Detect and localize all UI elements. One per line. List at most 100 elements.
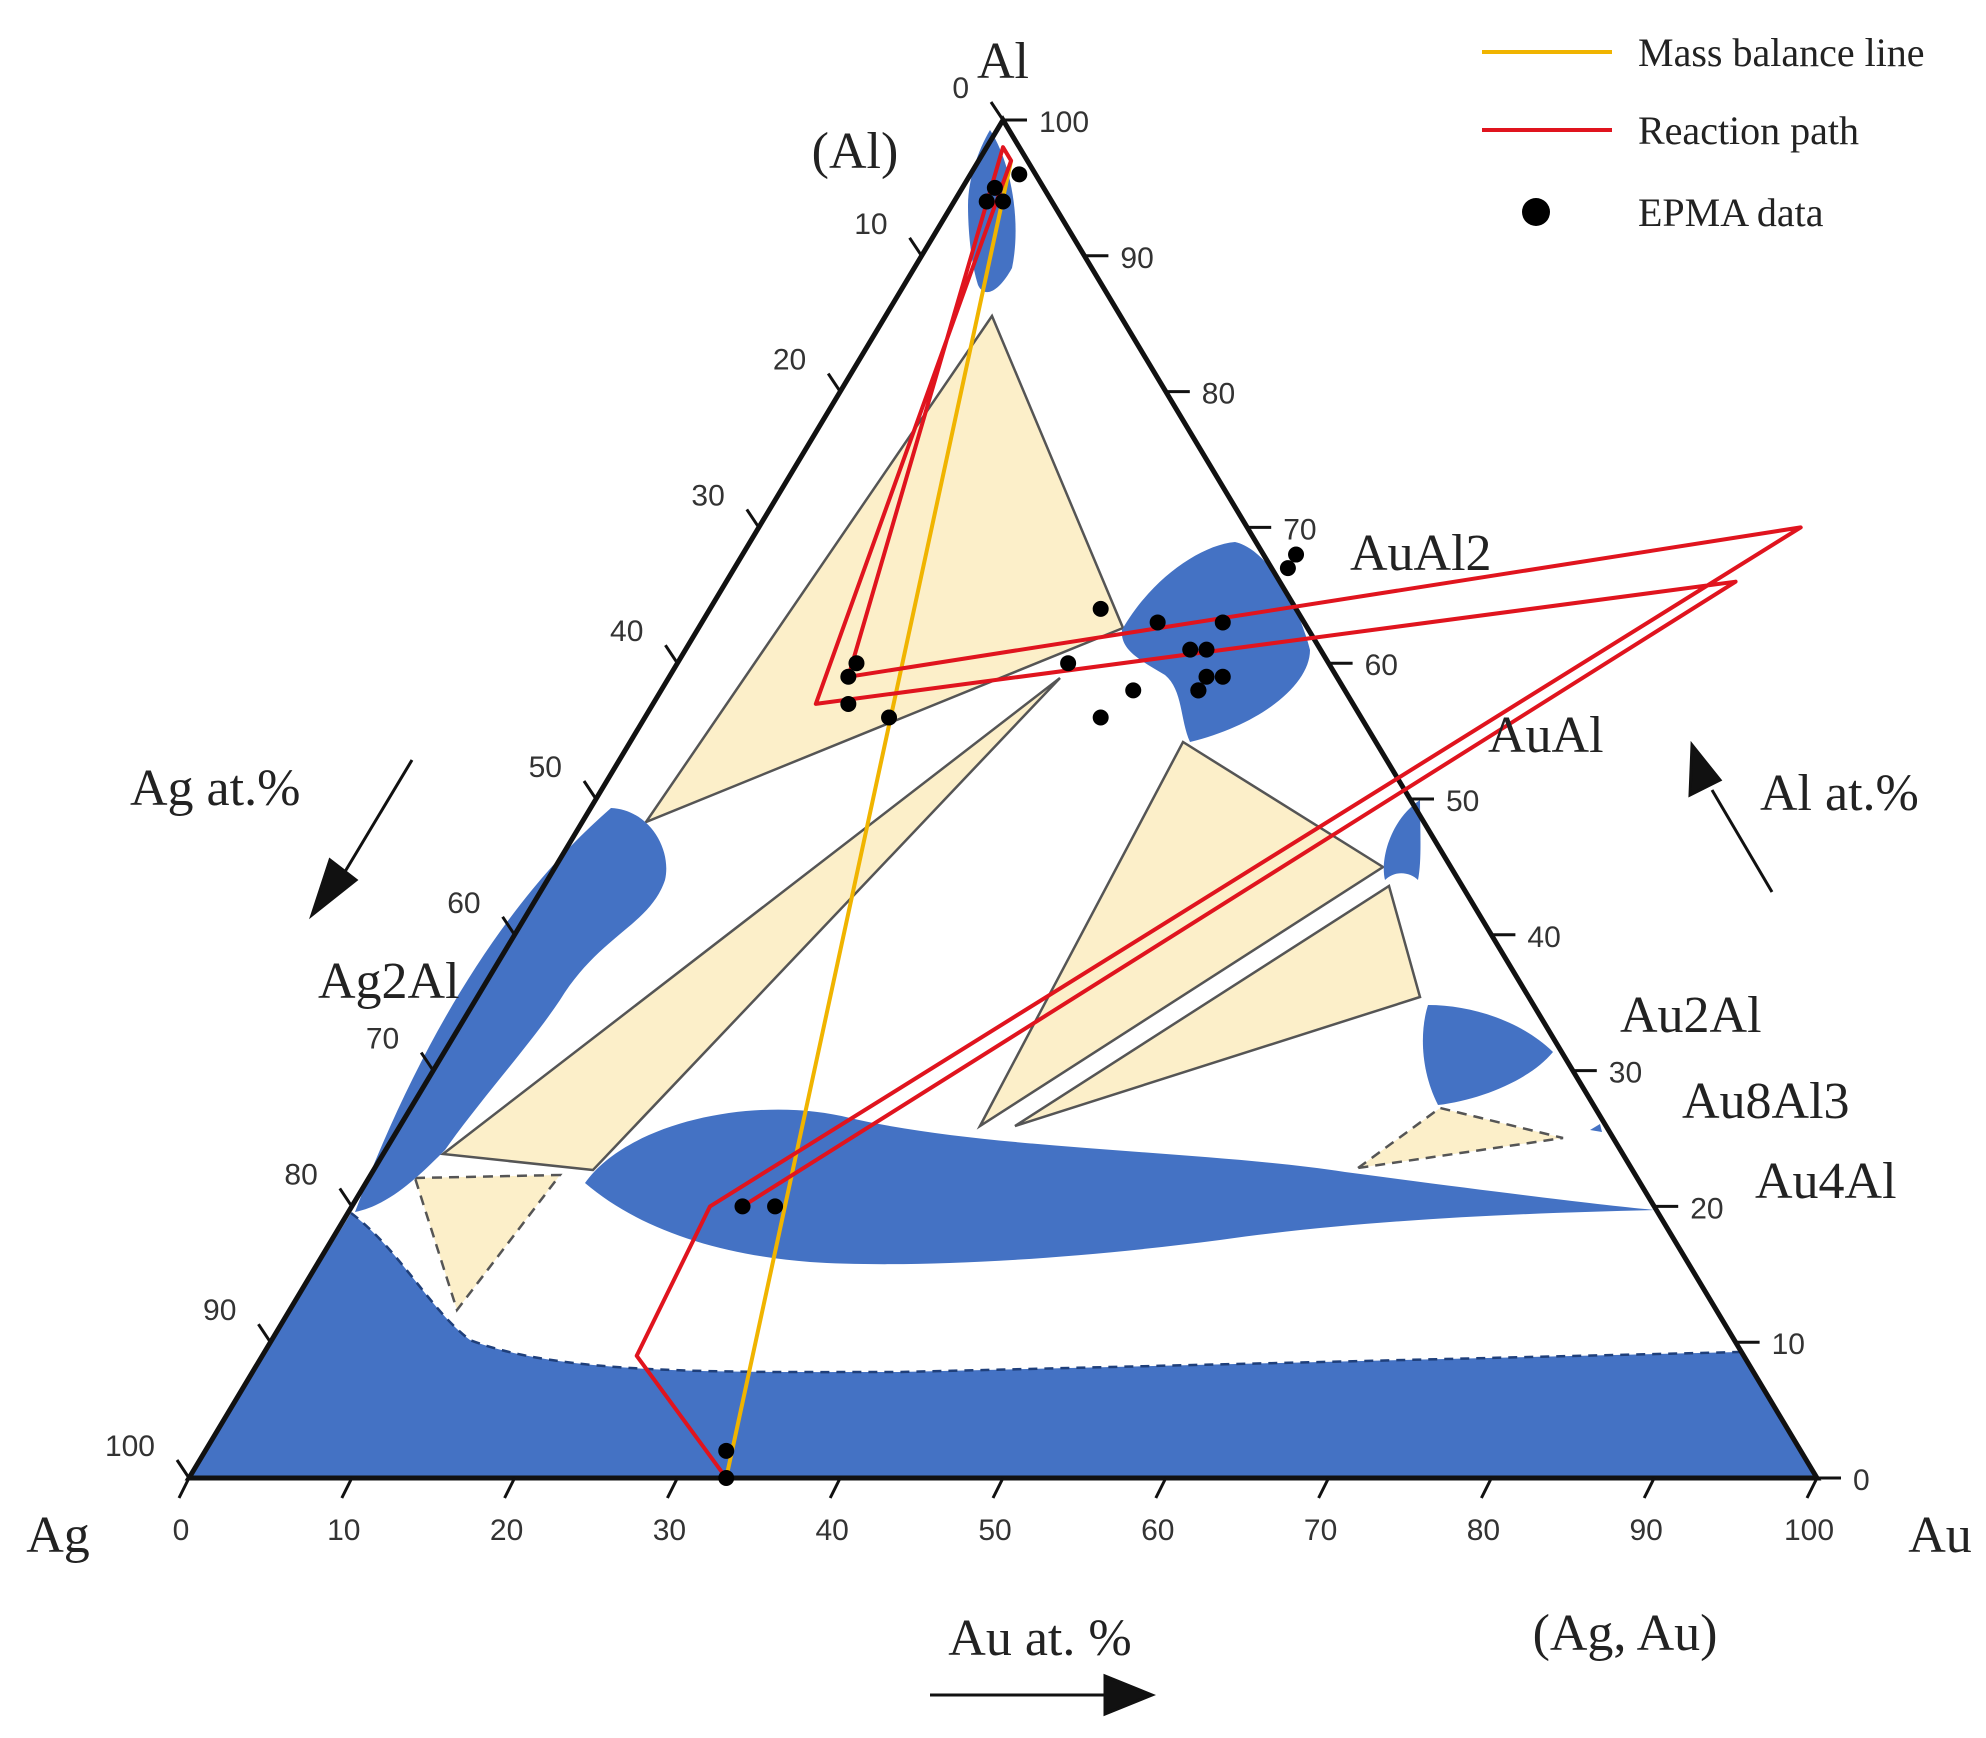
tick-bottom-70 xyxy=(1317,1477,1330,1499)
phase-region-au4al xyxy=(585,1109,1655,1265)
tick-label-bottom-10: 10 xyxy=(327,1514,360,1547)
phase-region-auAl xyxy=(1383,800,1421,880)
epma-point-5 xyxy=(840,668,857,685)
epma-point-3 xyxy=(767,1198,784,1215)
tick-labels: 0 0 0 10 10 10 20 20 20 30 30 30 40 40 40 50 50 50 60 60 60 7… xyxy=(105,72,1870,1547)
tick-label-right-0: 0 xyxy=(1853,1464,1870,1497)
phase-region-auAl2 xyxy=(1121,542,1310,742)
epma-point-9 xyxy=(1060,655,1077,672)
tick-bottom-60 xyxy=(1154,1477,1168,1499)
epma-point-18 xyxy=(1125,682,1142,699)
tick-label-bottom-20: 20 xyxy=(490,1514,523,1547)
tick-left-20 xyxy=(826,372,842,393)
tick-label-bottom-40: 40 xyxy=(816,1514,849,1547)
epma-point-21 xyxy=(1279,560,1296,577)
tick-label-left-40: 40 xyxy=(610,615,643,648)
legend-label-mass-balance: Mass balance line xyxy=(1638,30,1925,75)
tick-label-right-70: 70 xyxy=(1283,513,1316,546)
epma-point-12 xyxy=(1198,668,1215,685)
tie-triangles xyxy=(413,313,1564,1313)
epma-point-22 xyxy=(978,193,995,210)
vertex-label-right: Au xyxy=(1908,1507,1972,1564)
tick-label-bottom-70: 70 xyxy=(1304,1514,1337,1547)
axis-label-au: Au at. % xyxy=(948,1610,1131,1667)
phase-label-auAl: AuAl xyxy=(1488,707,1604,764)
tick-left-90 xyxy=(257,1323,272,1344)
epma-data-points xyxy=(718,166,1305,1486)
tick-bottom-30 xyxy=(666,1477,679,1499)
vertex-label-top: Al xyxy=(977,33,1029,90)
al-axis-arrow-shaft xyxy=(1710,789,1774,893)
phase-region-au8al3 xyxy=(1590,1124,1602,1132)
tick-left-70 xyxy=(419,1051,435,1072)
tick-label-right-40: 40 xyxy=(1527,921,1560,954)
tick-label-right-60: 60 xyxy=(1365,649,1398,682)
tick-bottom-100 xyxy=(1805,1477,1819,1499)
epma-point-11 xyxy=(1190,682,1207,699)
epma-point-13 xyxy=(1214,668,1231,685)
triangle-frame xyxy=(184,115,1822,1481)
phase-label-ag2Al: Ag2Al xyxy=(318,953,460,1010)
phase-label-al: (Al) xyxy=(812,123,899,180)
tick-label-left-90: 90 xyxy=(203,1294,236,1327)
phase-region-au2Al xyxy=(1422,1005,1553,1105)
tick-left-100 xyxy=(175,1459,191,1479)
epma-point-0 xyxy=(718,1442,735,1459)
tick-label-left-70: 70 xyxy=(366,1023,399,1056)
axis-label-ag: Ag at.% xyxy=(130,760,300,817)
tick-label-right-80: 80 xyxy=(1202,378,1235,411)
epma-point-1 xyxy=(718,1470,735,1486)
single-phase-regions xyxy=(189,130,1817,1478)
axis-arrows xyxy=(309,740,1774,1717)
tick-label-right-20: 20 xyxy=(1690,1192,1723,1225)
epma-point-7 xyxy=(881,709,898,726)
epma-point-4 xyxy=(840,695,857,712)
tick-label-left-30: 30 xyxy=(691,479,724,512)
tick-left-80 xyxy=(338,1187,354,1208)
tick-label-right-10: 10 xyxy=(1772,1328,1805,1361)
tie-triangle-ag-corner xyxy=(413,1173,563,1313)
mass-balance-line xyxy=(724,160,1014,1479)
tick-label-left-50: 50 xyxy=(529,751,562,784)
legend: Mass balance line Reaction path EPMA dat… xyxy=(1482,30,1925,235)
tick-label-bottom-60: 60 xyxy=(1141,1514,1174,1547)
tick-left-60 xyxy=(501,915,516,936)
tie-triangle-au8al3 xyxy=(1357,1106,1564,1170)
tick-bottom-20 xyxy=(503,1477,516,1499)
al-axis-arrowhead xyxy=(1688,740,1723,798)
epma-point-8 xyxy=(1092,709,1109,726)
phase-region-ag2al xyxy=(355,808,667,1212)
legend-label-epma: EPMA data xyxy=(1638,190,1824,235)
tick-label-left-80: 80 xyxy=(284,1158,317,1191)
ternary-frame xyxy=(184,115,1822,1481)
au-axis-arrowhead xyxy=(1103,1673,1157,1717)
epma-point-25 xyxy=(1011,166,1028,183)
legend-swatch-epma xyxy=(1522,198,1550,226)
tick-label-right-50: 50 xyxy=(1446,785,1479,818)
tick-label-right-100: 100 xyxy=(1039,106,1089,139)
tick-label-bottom-50: 50 xyxy=(978,1514,1011,1547)
tick-left-10 xyxy=(908,236,923,257)
tick-bottom-90 xyxy=(1642,1477,1656,1499)
epma-point-2 xyxy=(734,1198,751,1215)
tick-left-0 xyxy=(989,101,1005,121)
ag-axis-arrow-shaft xyxy=(338,759,414,881)
epma-point-20 xyxy=(1288,546,1305,563)
tick-label-bottom-90: 90 xyxy=(1630,1514,1663,1547)
tick-bottom-40 xyxy=(828,1477,842,1499)
tie-triangle-auAl-au2Al-au4al xyxy=(976,740,1386,1130)
tick-left-50 xyxy=(582,780,598,800)
legend-label-reaction-path: Reaction path xyxy=(1638,108,1859,153)
phase-label-au8Al3: Au8Al3 xyxy=(1682,1073,1850,1130)
ag-axis-arrowhead xyxy=(309,857,359,920)
epma-point-17 xyxy=(1198,641,1215,658)
tick-bottom-10 xyxy=(340,1477,354,1499)
phase-label-agAu: (Ag, Au) xyxy=(1533,1605,1718,1662)
tick-bottom-50 xyxy=(991,1477,1005,1499)
tick-bottom-0 xyxy=(177,1477,191,1499)
epma-point-23 xyxy=(995,193,1011,210)
phase-label-auAl2: AuAl2 xyxy=(1350,525,1492,582)
reaction-path xyxy=(634,145,1803,1480)
tie-triangle-al-ag2al-auAl2 xyxy=(642,313,1125,825)
